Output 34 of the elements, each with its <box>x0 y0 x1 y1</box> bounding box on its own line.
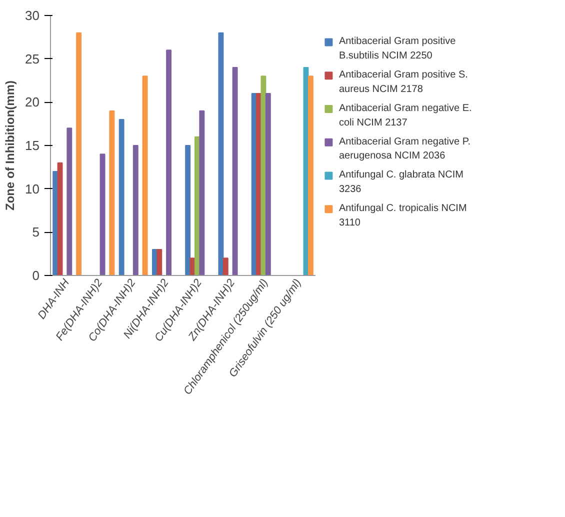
y-tick-label: 15 <box>25 138 40 153</box>
legend-label: Antibacerial Gram negative E. coli NCIM 2137 <box>338 102 472 128</box>
y-tick-label: 20 <box>25 94 40 110</box>
bar <box>232 67 238 276</box>
bar <box>57 162 63 276</box>
y-tick-label: 10 <box>25 181 40 196</box>
bar <box>142 76 148 276</box>
bar <box>308 76 314 276</box>
y-axis-title: Zone of Inhibition(mm) <box>3 80 18 210</box>
bar <box>166 50 172 276</box>
bar <box>156 249 162 276</box>
bar <box>222 258 228 276</box>
y-tick-label: 0 <box>32 268 40 283</box>
bar <box>52 171 58 276</box>
bar <box>260 76 266 276</box>
y-tick-label: 5 <box>32 224 40 240</box>
legend-label: Antibacerial Gram positive S. aureus NCIM 2178 <box>338 70 468 95</box>
bar <box>218 32 224 276</box>
bar <box>199 110 205 276</box>
legend-label: Antifungal C. glabrata NCIM 3236 <box>338 170 464 196</box>
bar <box>303 67 309 276</box>
legend-label: Antibacerial Gram negative P. aerugenosa NCIM 2036 <box>338 136 471 162</box>
legend-label: Antibacerial Gram positive B.subtilis NCIM 2250 <box>338 36 456 62</box>
bar <box>265 93 271 276</box>
legend-label: Antifungal C. tropicalis NCIM 3110 <box>338 203 467 228</box>
bar <box>185 145 191 276</box>
bar <box>109 110 115 276</box>
y-tick-label: 30 <box>25 8 40 23</box>
y-tick-label: 25 <box>25 51 40 66</box>
bar <box>76 32 82 276</box>
bar <box>100 154 106 276</box>
bar <box>66 128 72 276</box>
bar <box>118 119 124 276</box>
bar <box>132 145 138 276</box>
